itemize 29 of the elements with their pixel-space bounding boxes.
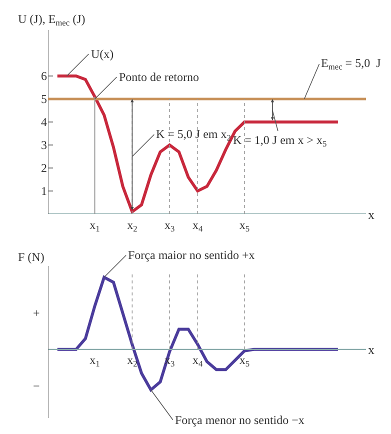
y-tick-label: 6 — [41, 69, 47, 84]
x-tick-label: x$_{3}$ — [164, 218, 175, 234]
text: − — [33, 379, 40, 393]
x-tick-label: x$_{2}$ — [127, 218, 138, 234]
annotation: K = 5,0 J em x$_{2}$ — [156, 127, 231, 143]
y-tick-label: 1 — [41, 184, 47, 198]
x-axis-title: x — [368, 207, 375, 222]
y-tick-label: 3 — [41, 138, 47, 152]
x-tick-label: x$_{1}$ — [90, 218, 100, 234]
line-series — [56, 74, 340, 214]
x-tick-label: x$_{4}$ — [192, 218, 204, 234]
text: Força menor no sentido −x — [175, 413, 304, 427]
y-tick-label: 5 — [41, 92, 47, 106]
x-tick-label: x$_{1}$ — [90, 353, 100, 369]
x-tick-label: x$_{5}$ — [239, 353, 250, 369]
y-tick-label: 2 — [41, 161, 47, 176]
annotation: Ponto de retorno — [119, 70, 199, 84]
text: Força maior no sentido +x — [128, 248, 255, 262]
x-tick-label: x$_{2}$ — [127, 353, 138, 369]
ref-line-label: E$_{mec}$ = 5,0 J — [321, 56, 382, 72]
x-axis-title: x — [368, 342, 375, 357]
y-axis-title: F (N) — [18, 250, 44, 264]
annotation: K = 1,0 J em x > x$_{5}$ — [233, 133, 327, 149]
series-label: U(x) — [91, 47, 114, 61]
text: + — [33, 306, 40, 320]
y-axis-title: U (J), E$_{mec}$ (J) — [18, 12, 86, 28]
y-tick-label: 4 — [41, 115, 47, 130]
x-tick-label: x$_{5}$ — [239, 218, 250, 234]
x-tick-label: x$_{4}$ — [192, 353, 204, 369]
